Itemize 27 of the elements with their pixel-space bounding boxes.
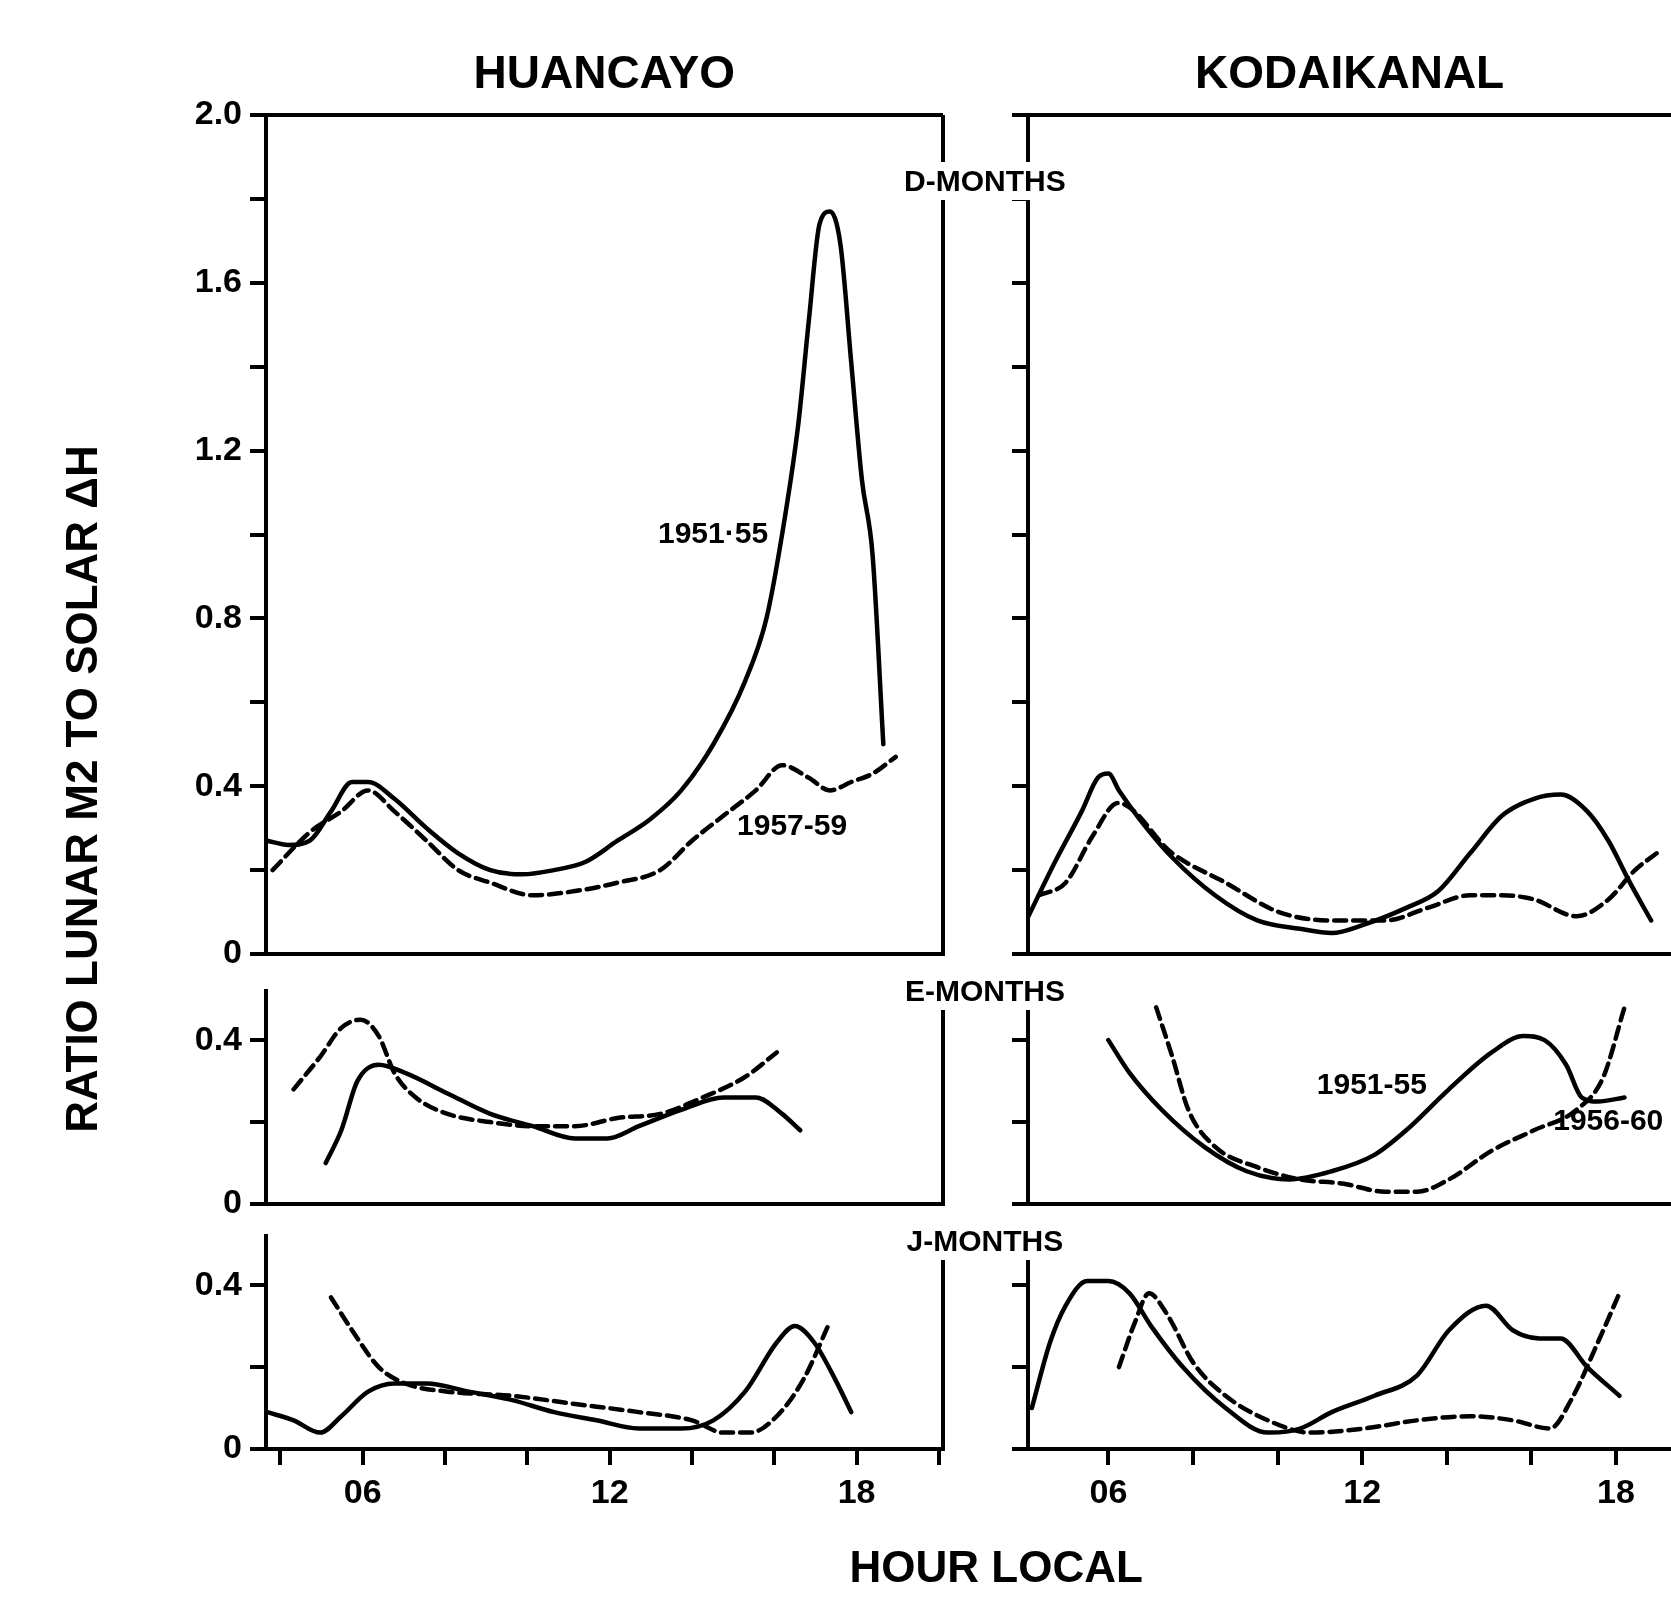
y-tick-label: 0 bbox=[223, 932, 242, 971]
x-tick-label: 18 bbox=[1597, 1471, 1635, 1510]
x-tick-label: 18 bbox=[837, 1471, 876, 1510]
annotation: E-MONTHS bbox=[899, 972, 1071, 1010]
series-label: 1957-59 bbox=[737, 808, 848, 842]
x-tick-label: 12 bbox=[590, 1471, 629, 1510]
y-tick-label: 1.6 bbox=[194, 261, 242, 300]
y-tick-label: 0 bbox=[223, 1182, 242, 1221]
y-tick-label: 0 bbox=[223, 1427, 242, 1466]
y-tick-label: 0.8 bbox=[194, 596, 242, 635]
x-tick-label: 12 bbox=[1343, 1471, 1382, 1510]
chart-title: HUANCAYO bbox=[473, 45, 736, 99]
y-tick-label: 0.4 bbox=[194, 1263, 243, 1302]
chart-title: KODAIKANAL bbox=[1195, 45, 1505, 99]
series-label: 1951·55 bbox=[657, 515, 769, 549]
x-tick-label: 06 bbox=[343, 1471, 382, 1510]
y-tick-label: 1.2 bbox=[194, 428, 242, 467]
series-label: 1951-55 bbox=[1316, 1066, 1427, 1100]
annotation: J-MONTHS bbox=[900, 1222, 1070, 1260]
x-axis-title: HOUR LOCAL bbox=[849, 1542, 1143, 1592]
y-axis-title: RATIO LUNAR M2 TO SOLAR ΔH bbox=[56, 445, 107, 1133]
series-label: 1956-60 bbox=[1553, 1103, 1664, 1137]
annotation: D-MONTHS bbox=[898, 162, 1072, 200]
x-tick-label: 06 bbox=[1089, 1471, 1128, 1510]
y-tick-label: 0.4 bbox=[194, 1018, 243, 1057]
y-tick-label: 0.4 bbox=[194, 764, 243, 803]
y-tick-label: 2.0 bbox=[194, 93, 242, 132]
